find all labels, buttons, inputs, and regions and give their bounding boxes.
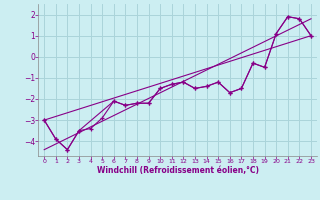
X-axis label: Windchill (Refroidissement éolien,°C): Windchill (Refroidissement éolien,°C)	[97, 166, 259, 175]
